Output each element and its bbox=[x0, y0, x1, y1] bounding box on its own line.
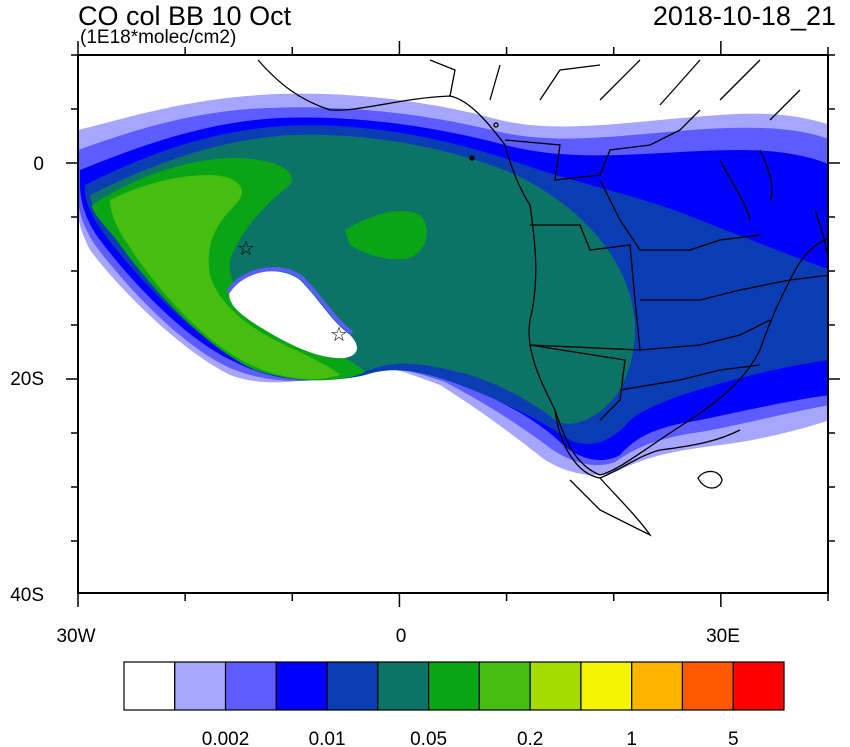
colorbar-swatch bbox=[326, 661, 379, 711]
clear-region bbox=[229, 271, 357, 359]
colorbar-swatch bbox=[631, 661, 684, 711]
country-border bbox=[504, 109, 701, 181]
y-label-40s: 40S bbox=[10, 585, 44, 606]
y-label-20s: 20S bbox=[10, 369, 44, 390]
axis-ticks bbox=[66, 41, 840, 607]
colorbar-swatch bbox=[681, 661, 734, 711]
colorbar-label: 5 bbox=[728, 729, 739, 747]
lake bbox=[719, 159, 751, 221]
map-borders bbox=[257, 59, 828, 537]
colorbar-swatch bbox=[123, 661, 176, 711]
colorbar: 0.002 0.01 0.05 0.2 1 5 bbox=[123, 661, 785, 747]
star-marker-1: ☆ bbox=[237, 236, 255, 260]
island-dot bbox=[493, 122, 499, 128]
colorbar-swatch bbox=[732, 661, 785, 711]
country-border bbox=[639, 319, 771, 351]
africa-coast-south bbox=[554, 409, 741, 479]
x-label-30w: 30W bbox=[56, 626, 95, 647]
plume-layer bbox=[78, 93, 828, 593]
colorbar-swatch bbox=[580, 661, 633, 711]
open-ocean bbox=[78, 480, 600, 593]
colorbar-swatch bbox=[174, 661, 227, 711]
colorbar-label: 0.2 bbox=[517, 729, 543, 747]
clear-region-edge bbox=[226, 267, 354, 335]
map-units: (1E18*molec/cm2) bbox=[80, 27, 237, 48]
colorbar-label: 0.05 bbox=[410, 729, 447, 747]
x-label-30e: 30E bbox=[706, 626, 740, 647]
map-title: CO col BB 10 Oct bbox=[78, 1, 292, 31]
colorbar-swatch bbox=[529, 661, 582, 711]
colorbar-swatch bbox=[377, 661, 430, 711]
star-marker-2: ☆ bbox=[330, 322, 348, 346]
country-border bbox=[619, 364, 761, 391]
country-border bbox=[429, 59, 801, 121]
colorbar-label: 0.01 bbox=[309, 729, 346, 747]
south-africa-coast bbox=[569, 477, 652, 537]
colorbar-swatch bbox=[224, 661, 277, 711]
island-dot bbox=[469, 155, 475, 161]
lesotho bbox=[697, 470, 723, 489]
y-label-0: 0 bbox=[33, 154, 44, 175]
colorbar-swatch bbox=[478, 661, 531, 711]
x-label-0: 0 bbox=[396, 626, 407, 647]
colorbar-swatch bbox=[428, 661, 480, 711]
plume-core-green bbox=[345, 210, 427, 260]
map-timestamp: 2018-10-18_21 bbox=[652, 1, 836, 31]
lake bbox=[759, 149, 773, 201]
country-border bbox=[599, 179, 761, 251]
colorbar-swatch bbox=[275, 661, 328, 711]
map-frame bbox=[77, 54, 829, 594]
colorbar-label: 1 bbox=[626, 729, 637, 747]
africa-coastline bbox=[257, 59, 828, 476]
colorbar-label: 0.002 bbox=[202, 729, 250, 747]
country-border bbox=[529, 344, 626, 421]
plume-band-lightgreen bbox=[110, 175, 340, 380]
island-madagascar bbox=[814, 209, 828, 261]
country-border bbox=[640, 274, 828, 301]
